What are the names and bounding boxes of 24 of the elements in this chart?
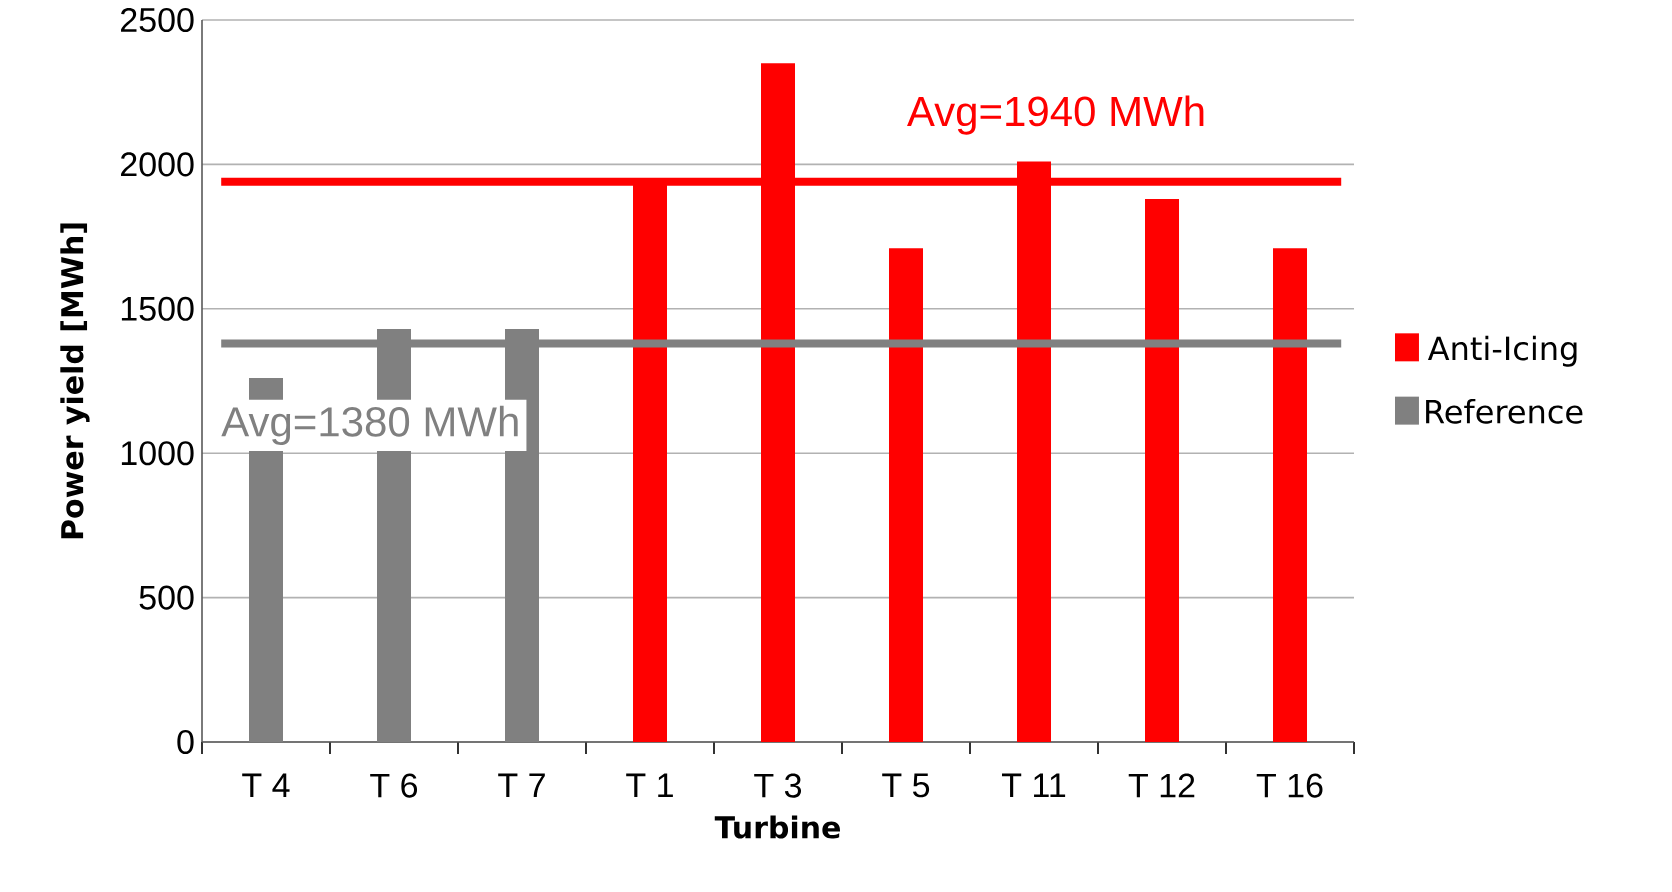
y-tick-label: 1000: [121, 441, 194, 466]
legend-label: Reference: [1426, 398, 1583, 424]
x-axis-title: Turbine: [714, 815, 840, 839]
x-tick-label: T 5: [882, 773, 930, 798]
bar: [889, 248, 924, 742]
y-tick-label: 2500: [121, 7, 194, 33]
legend-label: Anti-Icing: [1427, 335, 1577, 367]
x-tick-label: T 6: [370, 773, 418, 798]
ref-line-label: Avg=1940 MWh: [907, 95, 1204, 135]
y-tick-label: 500: [139, 585, 194, 610]
bar: [1273, 248, 1308, 742]
y-tick-label: 2000: [121, 152, 194, 177]
bar: [1145, 199, 1180, 742]
x-tick-label: T 16: [1256, 773, 1323, 798]
x-tick-label: T 4: [242, 773, 290, 797]
ref-line-label: Avg=1380 MWh: [221, 405, 518, 445]
y-tick-label: 1500: [121, 296, 194, 321]
x-tick-label: T 1: [626, 773, 673, 797]
x-tick-label: T 7: [498, 773, 545, 797]
x-tick-label: T 3: [754, 773, 802, 798]
x-tick-label: T 11: [1002, 773, 1066, 797]
y-axis-title: Power yield [MWh]: [60, 223, 90, 539]
x-tick-label: T 12: [1128, 773, 1195, 798]
y-tick-label: 0: [177, 729, 194, 755]
